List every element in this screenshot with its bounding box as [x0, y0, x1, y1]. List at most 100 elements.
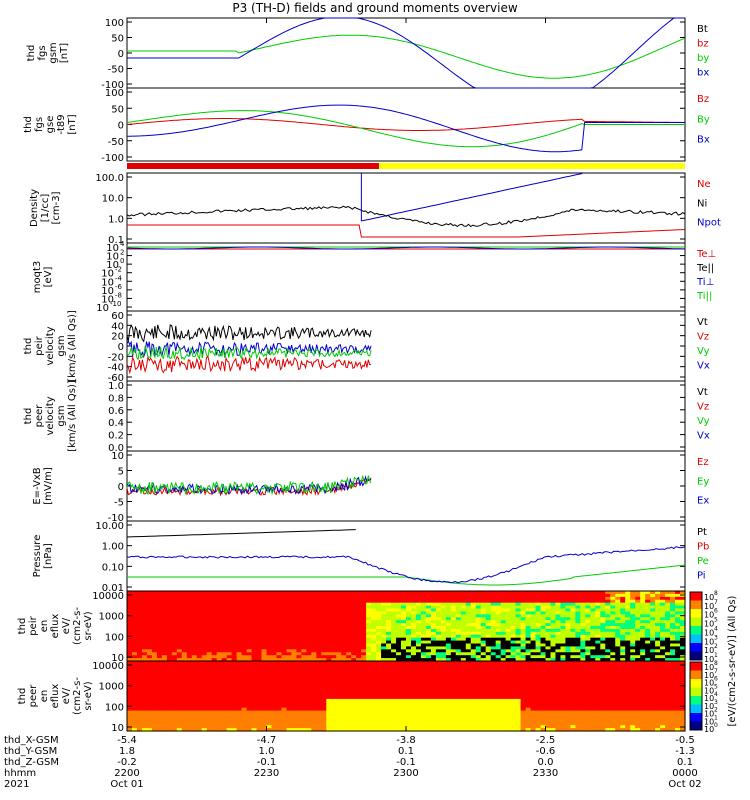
xtick-z: -0.2 [117, 757, 137, 768]
ytick-label: 10000 [92, 661, 124, 672]
colorbar-exp: 5 [714, 617, 718, 624]
ytick-label: 0 [118, 482, 124, 493]
xtick-hhmm: 2330 [533, 768, 558, 779]
colorbar-exp: 1 [714, 652, 718, 659]
ytick-exponent: -8 [115, 291, 122, 299]
colorbar-exp: 6 [714, 676, 718, 683]
colorbar-tick: 10 [704, 694, 714, 703]
ylabel-line: thd [23, 116, 34, 133]
panel-frame-density [126, 172, 686, 244]
ylabel-line: peir [28, 615, 39, 635]
series-Pe [127, 564, 686, 586]
colorbar-tick: 10 [704, 602, 714, 611]
ytick-label: 0 [118, 121, 124, 132]
legend-By: By [697, 114, 710, 125]
colorbar-label: [eV/(cm2-s-sr-eV)] (All Qs) [727, 595, 738, 726]
ytick-label: 10.00 [95, 521, 124, 532]
xtick-y: 1.8 [119, 746, 135, 757]
legend-Vz: Vz [697, 402, 709, 413]
ylabel-efield: E=-VxB [mV/m] [32, 467, 54, 505]
ylabel-peir_velocity: thd peir velocity gsm [km/s (All Qs)] [23, 310, 78, 382]
ytick-label: 5 [118, 467, 124, 478]
ylabel-line: peer [34, 404, 45, 428]
ylabel-line: eflux [50, 614, 61, 639]
ylabel-pressure: Pressure [nPa] [32, 535, 54, 578]
ytick-label: -100 [101, 153, 124, 164]
xtick-z: 0.1 [677, 757, 693, 768]
series-Pt [126, 529, 356, 538]
ytick-label: 100 [105, 702, 124, 713]
legend-Pi: Pi [697, 571, 706, 582]
ylabel-density: Density [1/cc] [cm-3] [29, 189, 62, 227]
ytick-label: 0 [118, 49, 124, 60]
legend-Ez: Ez [697, 457, 709, 468]
series-Npot [361, 173, 583, 222]
legend-Vz: Vz [697, 332, 709, 343]
colorbar-segment [690, 592, 702, 601]
legend-Te||: Te|| [696, 263, 714, 274]
panel-frame-peer_velocity [126, 380, 686, 452]
legend-Vt: Vt [697, 317, 708, 328]
ytick-label: -10 [108, 513, 124, 524]
colorbar-exp: 1 [714, 714, 718, 721]
legend-Pb: Pb [697, 542, 709, 553]
colorbar-exp: 5 [714, 683, 718, 690]
colorbar-exp: 7 [714, 599, 718, 606]
ytick-exponent: -4 [115, 274, 123, 282]
legend-by: by [697, 53, 709, 64]
legend-Ti⊥: Ti⊥ [696, 277, 714, 288]
ytick-label: 0.6 [108, 406, 124, 417]
xaxis-row-label: hhmm [4, 768, 36, 779]
ylabel-line: thd [26, 45, 37, 62]
ylabel-peer_en_eflux: thd peer en eflux eV/(cm2-s-sr-eV) [17, 677, 94, 715]
ytick-label: 50 [111, 34, 124, 45]
series-Ey [126, 474, 372, 496]
xtick-z: -0.1 [396, 757, 416, 768]
xtick-date: Oct 02 [668, 779, 701, 790]
colorbar-tick: 10 [704, 710, 714, 719]
ytick-label: 1.0 [108, 381, 124, 392]
colorbar-tick: 10 [704, 646, 714, 655]
colorbar-tick: 10 [704, 628, 714, 637]
series-bx [127, 17, 685, 89]
ytick-label: 0 [118, 342, 124, 353]
ylabel-line: gsm [56, 335, 67, 356]
series-Vy [126, 345, 372, 361]
ytick-exponent: 2 [120, 249, 124, 257]
series-Bx [127, 104, 685, 153]
ytick-label: -5 [114, 498, 124, 509]
ylabel-line: [nT] [67, 114, 78, 134]
legend-bz: bz [697, 39, 709, 50]
status-bar-yellow [379, 163, 685, 169]
colorbar-frame-1 [689, 591, 703, 661]
ylabel-line: [nPa] [43, 543, 54, 569]
legend-Ex: Ex [697, 496, 709, 507]
colorbar-segment [690, 617, 702, 627]
ylabel-line: fgs [34, 117, 45, 132]
ytick-label: -50 [108, 137, 124, 148]
xtick-x: -0.5 [675, 735, 695, 746]
colorbar-exp: 7 [714, 668, 718, 675]
colorbar-exp: 2 [714, 707, 718, 714]
ytick-label: 10 [101, 294, 114, 305]
legend-Te⊥: Te⊥ [696, 249, 716, 260]
xaxis-row-label: 2021 [4, 779, 29, 790]
ytick-label: 10 [101, 269, 114, 280]
series-Vt [126, 324, 372, 343]
ytick-label: 10 [96, 303, 109, 314]
ytick-label: 0.4 [108, 418, 124, 429]
ylabel-line: [km/s (All Qs)] [67, 380, 78, 452]
ylabel-line: thd [23, 408, 34, 425]
series-Ex [126, 475, 372, 496]
ylabel-line: -t89 [56, 114, 67, 134]
colorbar-segment [690, 634, 702, 644]
colorbar-exp: 3 [714, 634, 718, 641]
colorbar-exp: 4 [714, 625, 718, 632]
legend-Vx: Vx [697, 431, 710, 442]
ylabel-line: eV/ [61, 617, 72, 634]
legend-Ne: Ne [697, 179, 711, 190]
ylabel-fgs_gse: thd fgs gse -t89 [nT] [23, 114, 78, 134]
colorbar-tick: 10 [704, 637, 714, 646]
spectrogram-9 [127, 661, 686, 732]
